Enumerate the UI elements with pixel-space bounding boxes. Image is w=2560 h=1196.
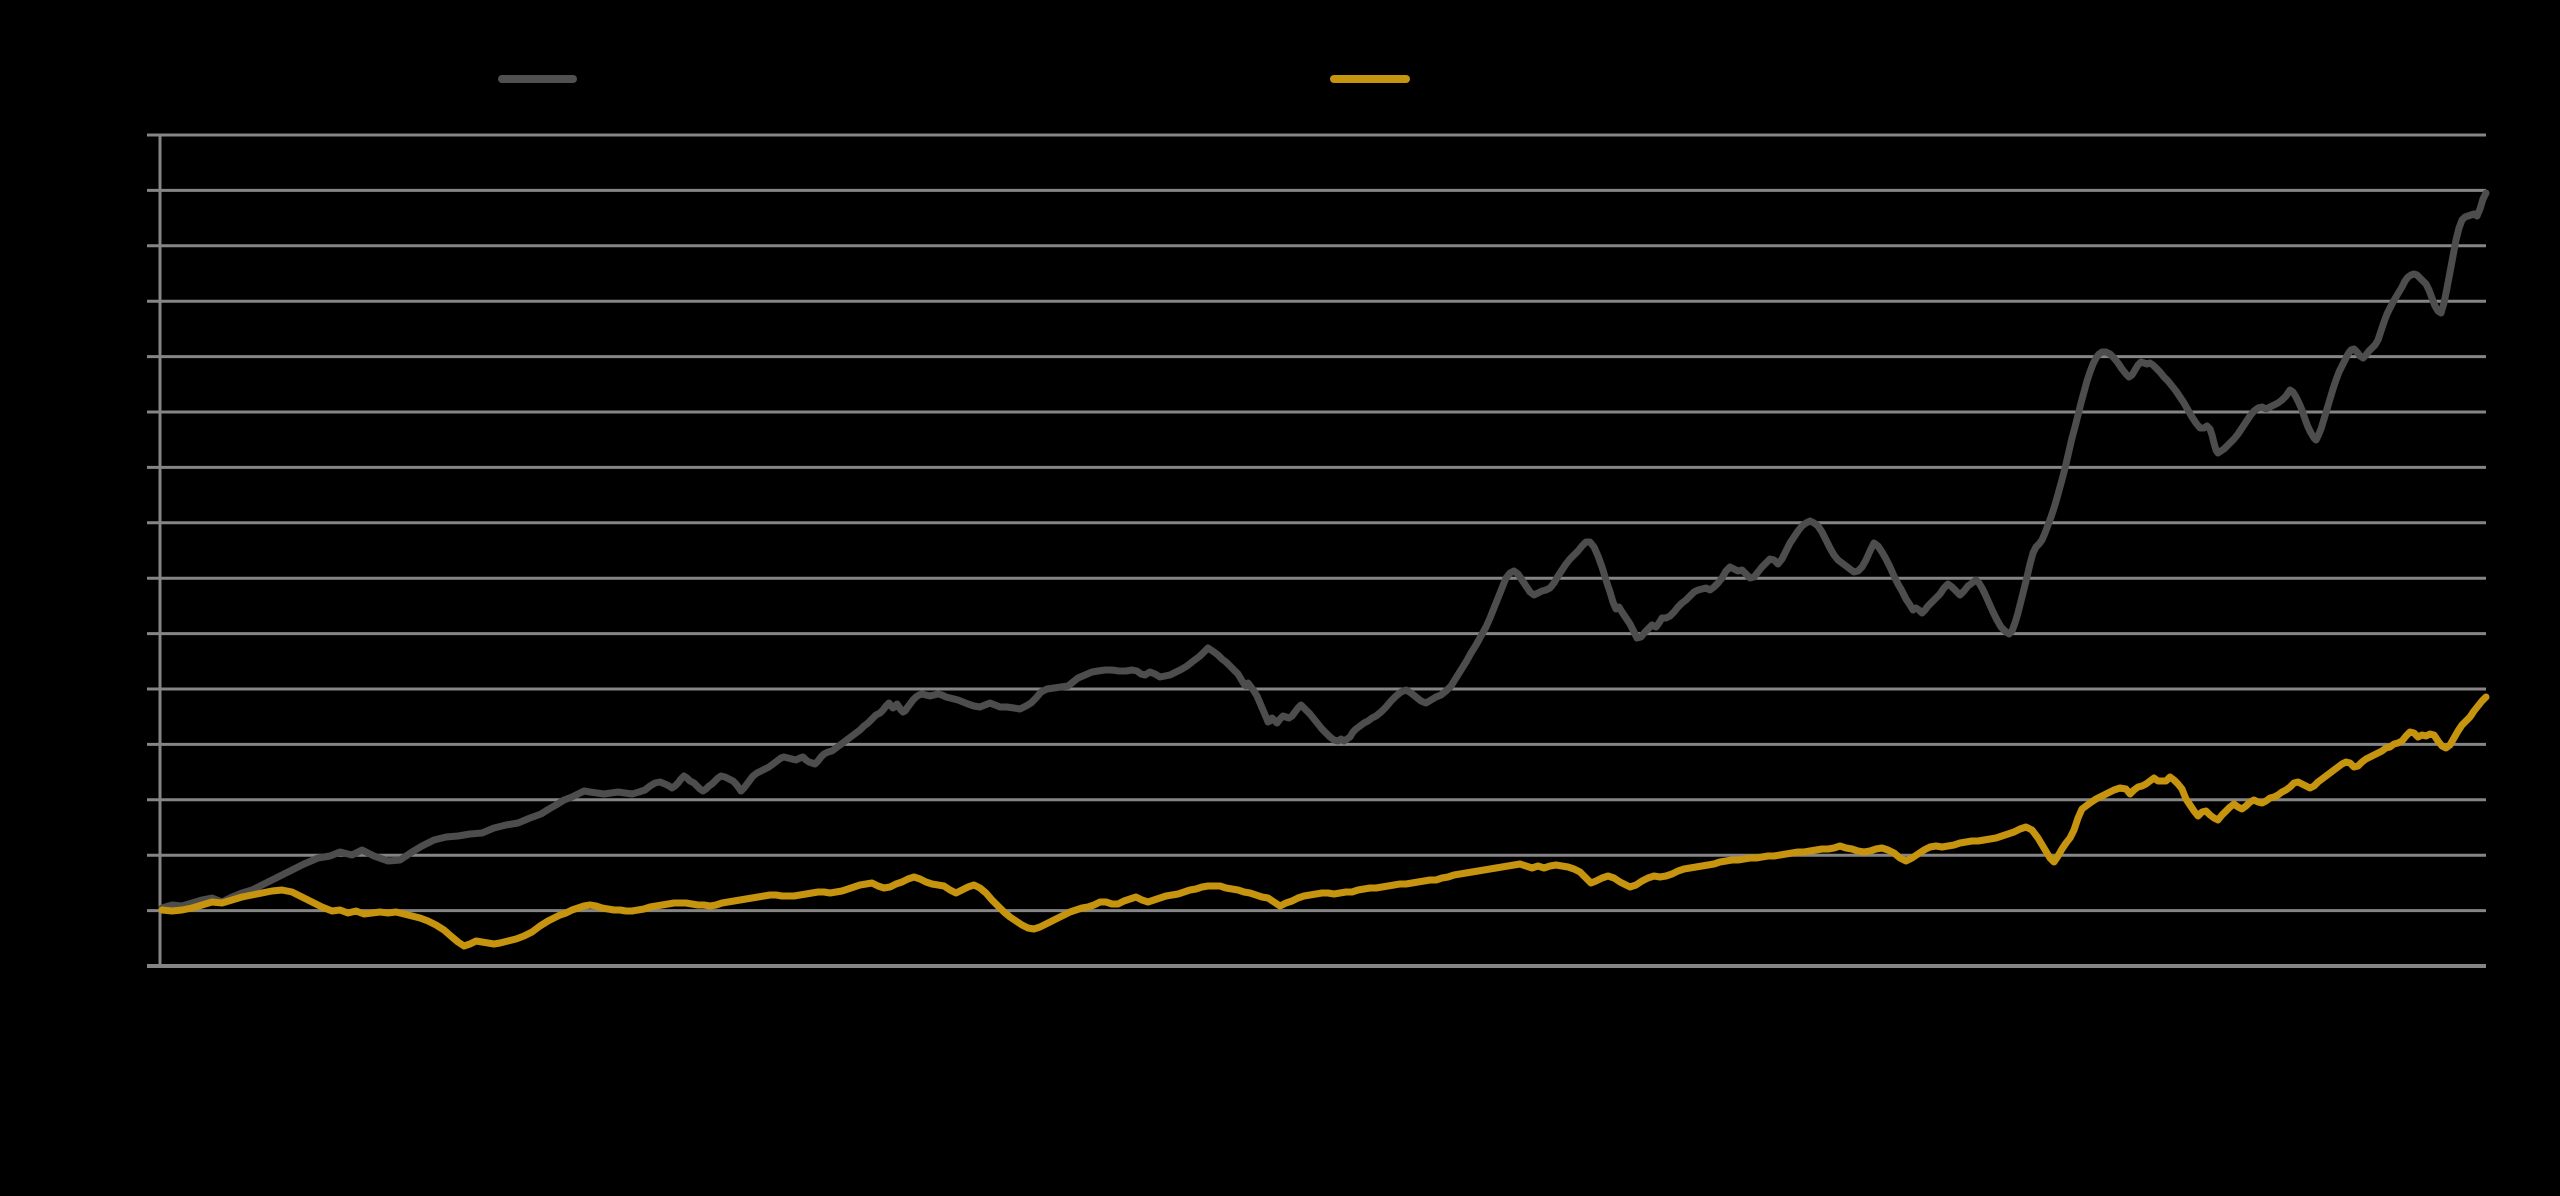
legend-swatch-series-1 — [498, 75, 577, 83]
series-2-gold-line — [158, 693, 2490, 950]
gridlines — [147, 133, 2486, 968]
legend — [498, 75, 1410, 83]
series-lines — [158, 189, 2490, 950]
legend-swatch-series-2 — [1330, 75, 1410, 83]
series-1-gray-line — [158, 189, 2490, 912]
